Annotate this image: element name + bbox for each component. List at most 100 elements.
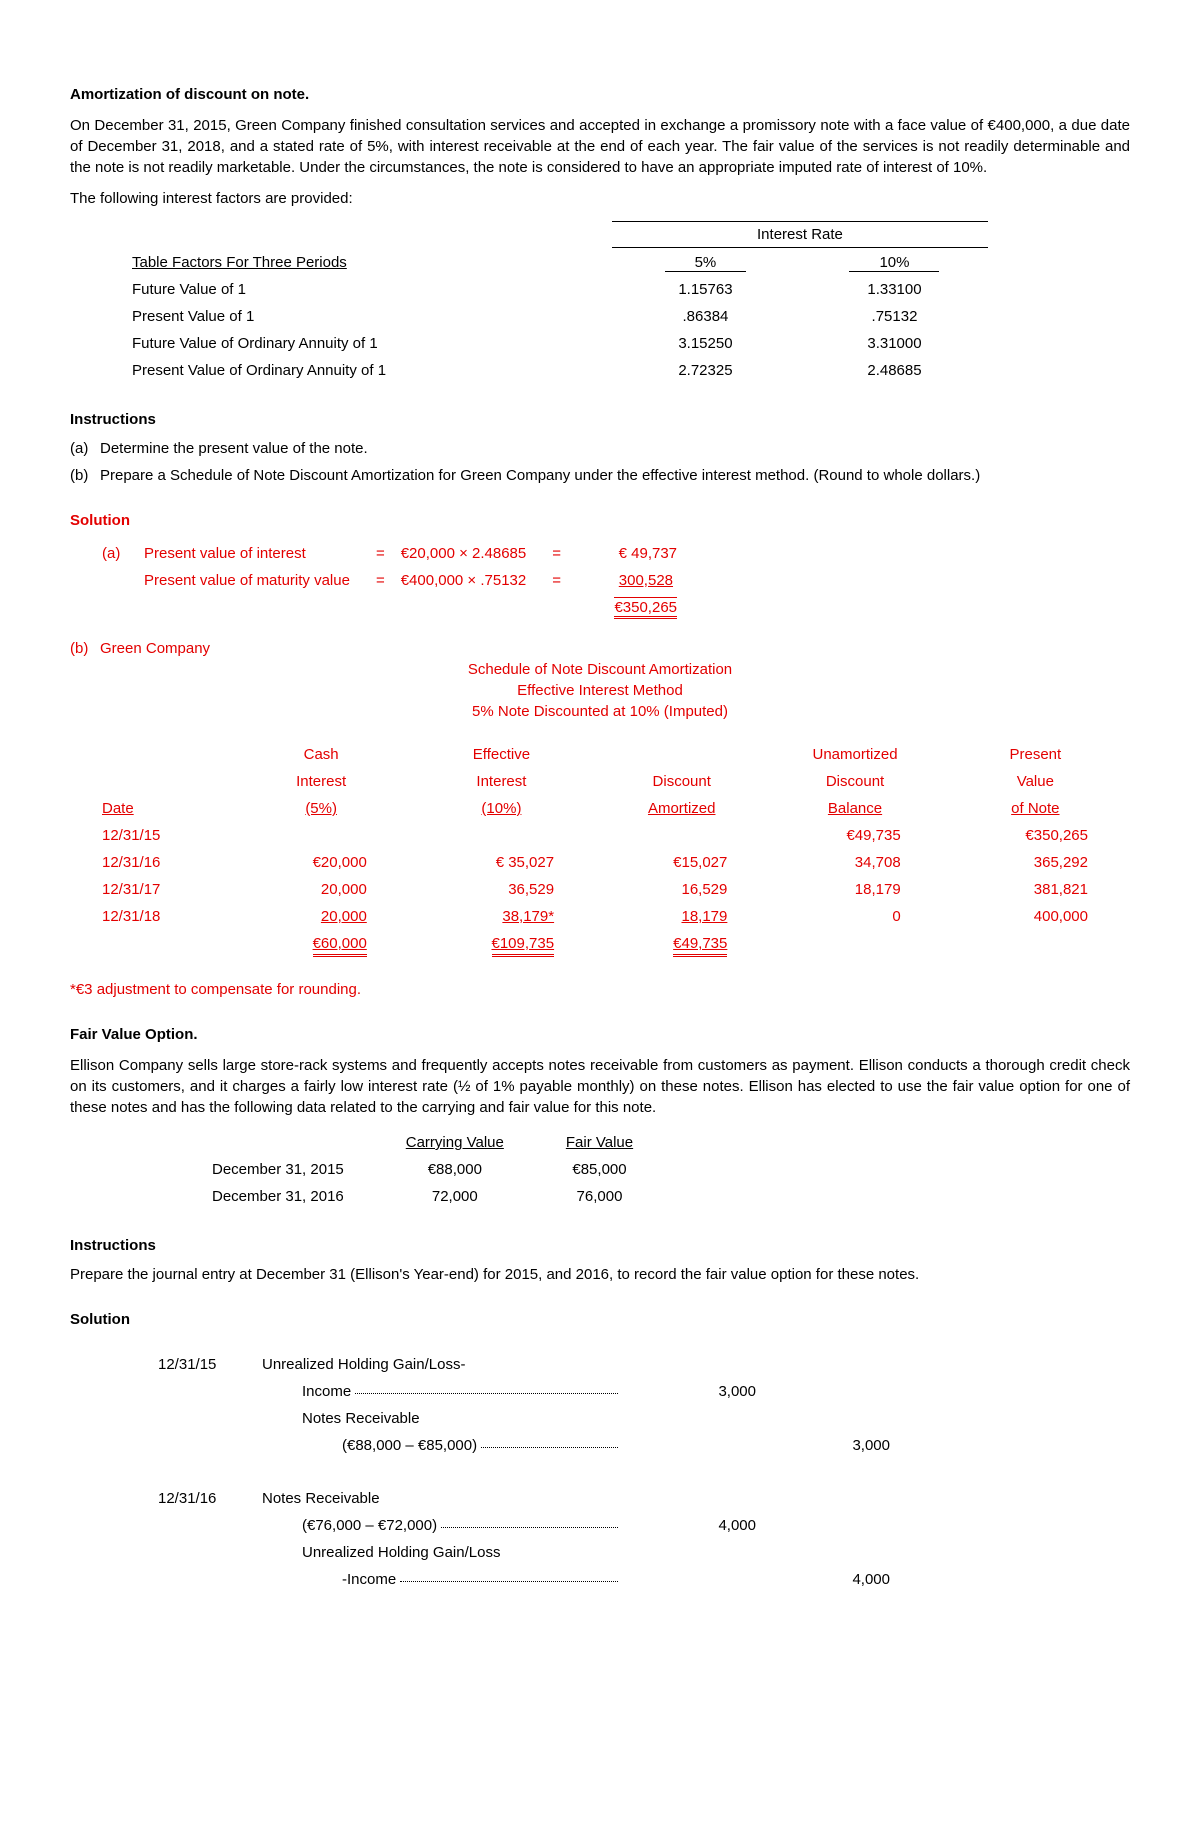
je-date (152, 1406, 254, 1431)
je-account: -Income (342, 1569, 396, 1590)
sched-eff (409, 823, 594, 848)
je-debit (630, 1567, 762, 1592)
col-10pct: 10% (849, 254, 939, 272)
sched-un: 0 (769, 904, 940, 929)
fv-r2-cv: 72,000 (376, 1184, 534, 1209)
fv-r1-fv: €85,000 (536, 1157, 663, 1182)
h-eff-3: (10%) (409, 796, 594, 821)
if-row-label: Present Value of 1 (132, 304, 610, 329)
if-row-v10: .75132 (801, 304, 988, 329)
je-date (152, 1513, 254, 1538)
sched-date: 12/31/18 (72, 904, 234, 929)
h-cash-2: Interest (236, 769, 407, 794)
je-credit: 3,000 (764, 1433, 896, 1458)
sched-disc: 16,529 (596, 877, 767, 902)
para-intro: On December 31, 2015, Green Company fini… (70, 115, 1130, 178)
col-5pct: 5% (665, 254, 747, 272)
if-row-v5: 1.15763 (612, 277, 799, 302)
je-account: (€88,000 – €85,000) (342, 1435, 477, 1456)
sol-a-r1-label: Present value of interest (144, 541, 360, 566)
sched-pv: 365,292 (943, 850, 1128, 875)
sched-eff: € 35,027 (409, 850, 594, 875)
sched-eff: 36,529 (409, 877, 594, 902)
h-un-1: Unamortized (769, 742, 940, 767)
sched-pv: 381,821 (943, 877, 1128, 902)
fv-r2-label: December 31, 2016 (212, 1184, 374, 1209)
je-debit (630, 1433, 762, 1458)
je-account: Income (302, 1381, 351, 1402)
inst-b-label: (b) (70, 465, 100, 486)
fv-r1-cv: €88,000 (376, 1157, 534, 1182)
je-debit (630, 1486, 762, 1511)
if-row-label: Future Value of Ordinary Annuity of 1 (132, 331, 610, 356)
je-credit (764, 1486, 896, 1511)
sched-total-disc: €49,735 (596, 931, 767, 959)
inst-a-body: Determine the present value of the note. (100, 438, 1130, 459)
instruction-b: (b) Prepare a Schedule of Note Discount … (70, 465, 1130, 486)
if-row-v10: 1.33100 (801, 277, 988, 302)
h-un-3: Balance (769, 796, 940, 821)
sched-total-eff: €109,735 (409, 931, 594, 959)
if-row-v5: 3.15250 (612, 331, 799, 356)
if-row-v10: 2.48685 (801, 358, 988, 383)
if-row-label: Present Value of Ordinary Annuity of 1 (132, 358, 610, 383)
sched-cash: 20,000 (236, 877, 407, 902)
sol-a-r1-val: € 49,737 (577, 541, 687, 566)
sol-a-r2-label: Present value of maturity value (144, 568, 360, 593)
sched-pv: €350,265 (943, 823, 1128, 848)
sol-a-total: €350,265 (614, 597, 677, 619)
fv-r2-fv: 76,000 (536, 1184, 663, 1209)
sol-a-marker: (a) (102, 541, 142, 566)
if-row-label: Future Value of 1 (132, 277, 610, 302)
je-debit (630, 1352, 762, 1377)
instructions2-body: Prepare the journal entry at December 31… (70, 1264, 1130, 1285)
rounding-footnote: *€3 adjustment to compensate for roundin… (70, 979, 1130, 1000)
sol-a-r2-calc: €400,000 × .75132 (401, 568, 537, 593)
eq-sign: = (362, 568, 399, 593)
sched-un: 18,179 (769, 877, 940, 902)
sched-title-2: Effective Interest Method (70, 680, 1130, 701)
je-account: Unrealized Holding Gain/Loss- (262, 1354, 622, 1375)
eq-sign: = (538, 568, 575, 593)
je-credit (764, 1513, 896, 1538)
interest-factors-table: Interest Rate Table Factors For Three Pe… (130, 219, 990, 385)
instruction-a: (a) Determine the present value of the n… (70, 438, 1130, 459)
inst-b-body: Prepare a Schedule of Note Discount Amor… (100, 465, 1130, 486)
sched-disc: €15,027 (596, 850, 767, 875)
h-eff-1: Effective (409, 742, 594, 767)
sched-date: 12/31/17 (72, 877, 234, 902)
if-row-v5: .86384 (612, 304, 799, 329)
sched-disc (596, 823, 767, 848)
je-date (152, 1540, 254, 1565)
if-row-v5: 2.72325 (612, 358, 799, 383)
instructions2-title: Instructions (70, 1235, 1130, 1256)
je-credit (764, 1352, 896, 1377)
sched-cash: 20,000 (236, 904, 407, 929)
h-cash-3: (5%) (236, 796, 407, 821)
if-row-v10: 3.31000 (801, 331, 988, 356)
solution2-title: Solution (70, 1309, 1130, 1330)
sched-total-cash: €60,000 (236, 931, 407, 959)
sched-eff: 38,179* (409, 904, 594, 929)
title-amortization: Amortization of discount on note. (70, 84, 1130, 105)
je-date (152, 1567, 254, 1592)
journal-entries: 12/31/15 Unrealized Holding Gain/Loss- I… (150, 1350, 898, 1594)
sched-pv: 400,000 (943, 904, 1128, 929)
sched-cash: €20,000 (236, 850, 407, 875)
rate-header: Interest Rate (612, 221, 988, 248)
sched-title-3: 5% Note Discounted at 10% (Imputed) (70, 701, 1130, 722)
fv-h1: Carrying Value (376, 1130, 534, 1155)
sched-date: 12/31/16 (72, 850, 234, 875)
sched-title-1: Schedule of Note Discount Amortization (70, 659, 1130, 680)
je-date (152, 1433, 254, 1458)
para-fair-value: Ellison Company sells large store-rack s… (70, 1055, 1130, 1118)
h-disc-2: Amortized (596, 796, 767, 821)
je-credit (764, 1406, 896, 1431)
je-credit: 4,000 (764, 1567, 896, 1592)
je-credit (764, 1540, 896, 1565)
je-debit (630, 1406, 762, 1431)
sched-un: €49,735 (769, 823, 940, 848)
title-fair-value: Fair Value Option. (70, 1024, 1130, 1045)
je-account: (€76,000 – €72,000) (302, 1515, 437, 1536)
je-date (152, 1379, 254, 1404)
